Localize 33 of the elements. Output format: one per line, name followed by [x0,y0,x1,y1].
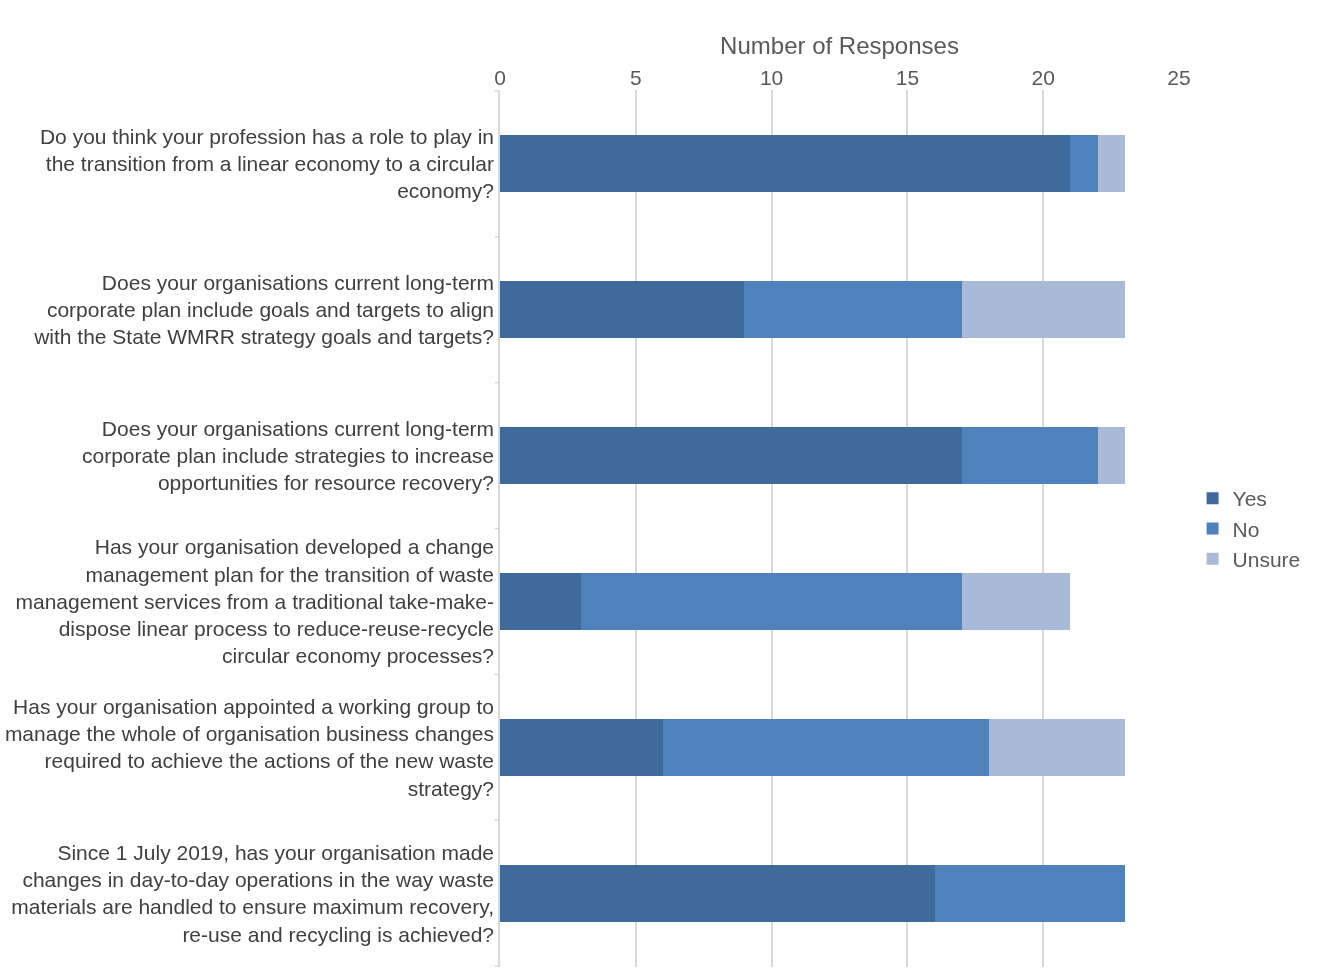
bar [988,718,1125,776]
bar [1097,135,1125,193]
bar [1070,135,1098,193]
y-tick-label: Has your organisation appointed a working group to manage the whole of organisation business changes required to achieve the actions of the new waste strategy? [4,694,495,800]
bar [744,281,962,339]
bar [500,573,582,630]
bar [500,135,1071,193]
x-axis-title: Number of Responses [720,31,959,59]
bar [934,864,1125,922]
x-tick-label: 0 [494,65,506,89]
y-tick-label: Does your organisations current long-term corporate plan include goals and targets to align with the State WMRR strategy goals and targets? [33,270,495,349]
bar [961,573,1071,630]
bar [662,718,989,776]
x-tick-label: 25 [1167,65,1191,89]
bar [961,281,1125,339]
legend-label: No [1232,517,1260,541]
bar [1097,427,1125,484]
legend-label: Yes [1232,487,1267,511]
x-tick-label: 20 [1031,65,1055,89]
bar [581,573,962,630]
y-tick-label: Since 1 July 2019, has your organisation made changes in day-to-day operations in the way waste materials are handled to ensure maximum recovery, re-use and recycling is achieved? [11,840,495,946]
bar [500,718,663,776]
bar [500,864,935,922]
y-tick-label: Has your organisation developed a change management plan for the transition of waste management services from a traditional take-make-dispose linear process to reduce-reuse-recycle circular economy processes? [15,535,495,668]
y-tick-label: Do you think your profession has a role to play in the transition from a linear economy to a circular economy? [39,124,495,203]
bar [500,427,962,484]
x-tick-label: 15 [895,65,920,89]
x-tick-label: 10 [759,65,784,89]
x-tick-label: 5 [629,65,642,89]
bar [500,281,745,339]
bar [961,427,1098,484]
y-tick-label: Does your organisations current long-term corporate plan include strategies to increase opportunities for resource recovery? [81,416,495,495]
legend-label: Unsure [1232,547,1301,571]
